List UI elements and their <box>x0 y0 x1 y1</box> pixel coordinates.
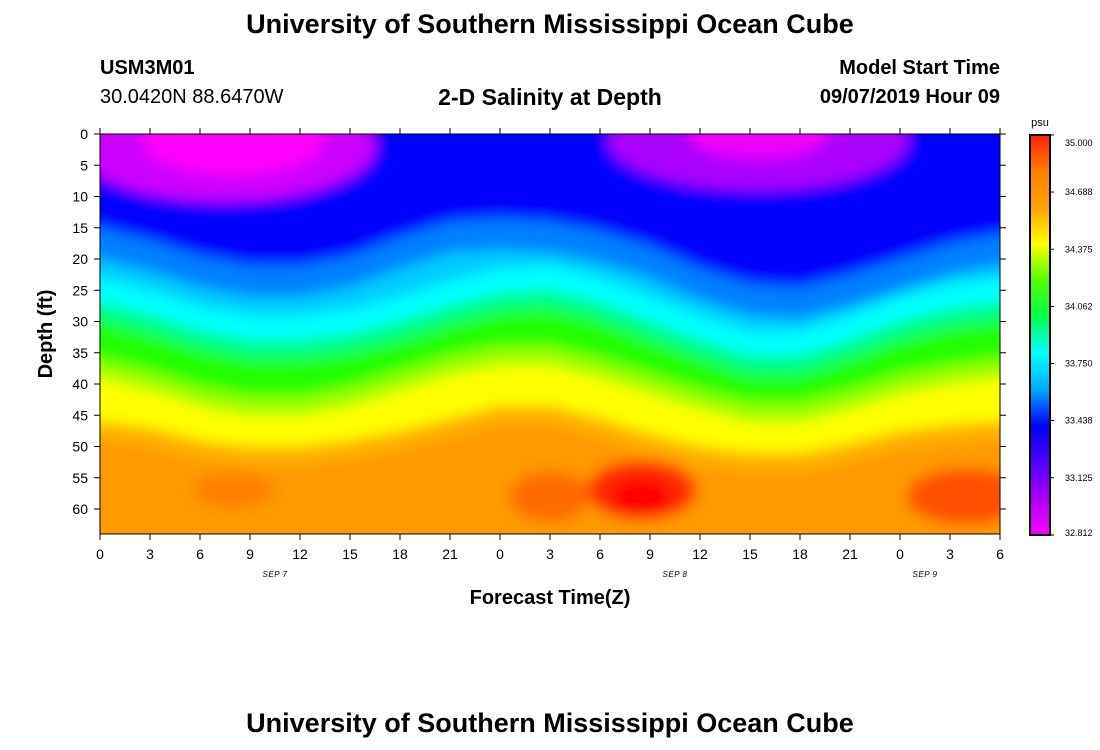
x-tick-label: 12 <box>292 546 308 562</box>
station-coordinates: 30.0420N 88.6470W <box>100 86 284 108</box>
y-axis-title: Depth (ft) <box>35 290 57 379</box>
band-violet-2 <box>608 134 909 191</box>
colorbar-tick-label: 34.375 <box>1065 244 1093 254</box>
x-tick-label: 21 <box>842 546 858 562</box>
core-orange-3 <box>906 468 1000 525</box>
colorbar-tick-label: 33.438 <box>1065 416 1093 426</box>
band-magenta-2 <box>688 134 829 159</box>
colorbar-tick-label: 35.000 <box>1065 138 1093 148</box>
y-tick-label: 25 <box>72 282 88 298</box>
x-axis-title: Forecast Time(Z) <box>470 587 631 609</box>
y-tick-label: 0 <box>80 126 88 142</box>
y-tick-label: 20 <box>72 251 88 267</box>
colorbar-unit: psu <box>1031 117 1049 129</box>
x-tick-label: 3 <box>546 546 554 562</box>
y-tick-label: 40 <box>72 376 88 392</box>
x-tick-label: 3 <box>946 546 954 562</box>
x-tick-label: 6 <box>596 546 604 562</box>
colorbar-tick-label: 34.062 <box>1065 301 1093 311</box>
x-tick-label: 9 <box>246 546 254 562</box>
plot-title: 2-D Salinity at Depth <box>438 84 662 110</box>
footer-title: University of Southern Mississippi Ocean… <box>246 708 854 738</box>
date-label: SEP 8 <box>663 570 688 579</box>
core-orange-1 <box>193 472 274 509</box>
y-tick-label: 35 <box>72 345 88 361</box>
x-tick-label: 12 <box>692 546 708 562</box>
x-tick-label: 0 <box>96 546 104 562</box>
y-tick-label: 30 <box>72 314 88 330</box>
colorbar-tick-label: 33.750 <box>1065 359 1093 369</box>
core-red-deep <box>611 478 672 515</box>
y-tick-label: 45 <box>72 407 88 423</box>
model-start-value: 09/07/2019 Hour 09 <box>819 86 1000 108</box>
colorbar-tick-label: 32.812 <box>1065 528 1093 538</box>
x-tick-label: 0 <box>896 546 904 562</box>
x-tick-label: 15 <box>742 546 758 562</box>
x-tick-label: 21 <box>442 546 458 562</box>
x-tick-label: 18 <box>792 546 808 562</box>
y-tick-label: 50 <box>72 439 88 455</box>
x-tick-label: 18 <box>392 546 408 562</box>
x-tick-label: 3 <box>146 546 154 562</box>
y-tick-label: 5 <box>80 157 88 173</box>
model-start-label: Model Start Time <box>839 57 1000 79</box>
heatmap-field <box>100 134 1000 534</box>
x-tick-label: 6 <box>996 546 1004 562</box>
date-label: SEP 9 <box>913 570 938 579</box>
y-tick-label: 55 <box>72 470 88 486</box>
x-tick-label: 0 <box>496 546 504 562</box>
date-label: SEP 7 <box>263 570 288 579</box>
page-title: University of Southern Mississippi Ocean… <box>246 9 854 39</box>
station-id: USM3M01 <box>100 57 195 79</box>
y-tick-label: 60 <box>72 501 88 517</box>
x-tick-label: 9 <box>646 546 654 562</box>
y-tick-label: 10 <box>72 189 88 205</box>
colorbar-tick-label: 34.688 <box>1065 187 1093 197</box>
colorbar-tick-label: 33.125 <box>1065 473 1093 483</box>
x-tick-label: 6 <box>196 546 204 562</box>
band-magenta-1 <box>143 134 324 176</box>
y-tick-label: 15 <box>72 220 88 236</box>
x-tick-label: 15 <box>342 546 358 562</box>
core-orange-2 <box>510 471 590 522</box>
colorbar <box>1029 134 1051 536</box>
